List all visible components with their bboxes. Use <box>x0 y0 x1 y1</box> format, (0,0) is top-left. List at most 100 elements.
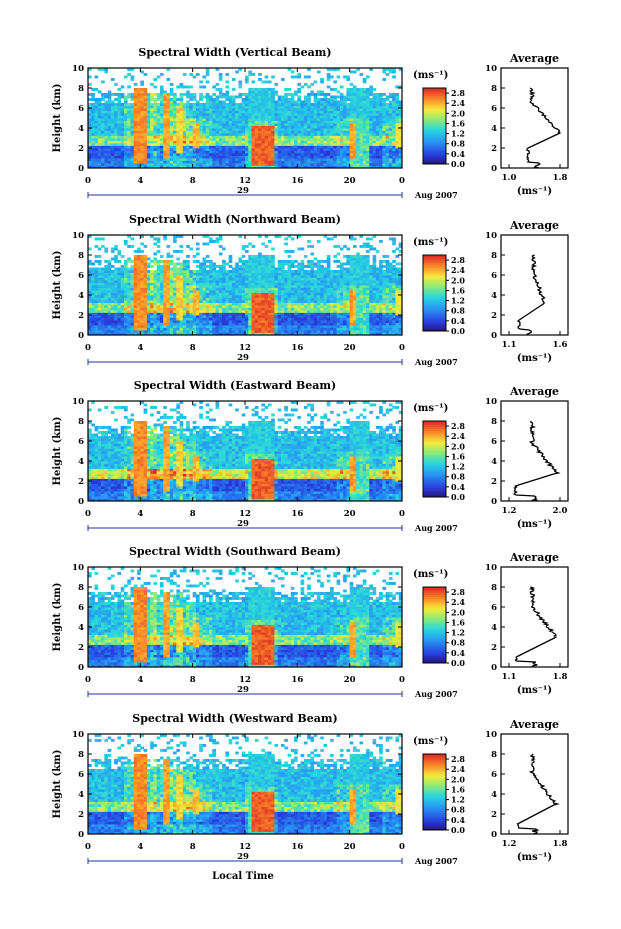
heatmap-cell <box>133 108 138 111</box>
heatmap-cell <box>356 100 360 104</box>
heatmap-cell <box>179 103 184 106</box>
heatmap-cell <box>392 158 396 161</box>
heatmap-cell <box>369 145 373 149</box>
heatmap-cell <box>330 115 334 119</box>
heatmap-cell <box>169 282 174 286</box>
heatmap-cell <box>356 130 360 134</box>
heatmap-cell <box>261 120 266 124</box>
heatmap-cell <box>267 120 272 124</box>
heatmap-cell <box>120 265 125 268</box>
heatmap-cell <box>143 255 148 258</box>
heatmap-cell <box>346 90 351 94</box>
heatmap-cell <box>287 120 292 124</box>
heatmap-cell <box>271 270 275 273</box>
heatmap-cell <box>356 118 360 121</box>
heatmap-cell <box>130 155 135 159</box>
heatmap-cell <box>287 130 292 134</box>
heatmap-cell <box>398 130 403 134</box>
heatmap-cell <box>117 140 122 144</box>
heatmap-cell <box>261 158 266 161</box>
heatmap-cell <box>156 75 161 79</box>
heatmap-cell <box>241 150 246 154</box>
heatmap-cell <box>235 133 239 136</box>
heatmap-cell <box>359 123 364 126</box>
heatmap-cell <box>209 98 213 101</box>
heatmap-cell <box>251 255 256 258</box>
heatmap-cell <box>192 255 197 258</box>
heatmap-cell <box>215 312 220 316</box>
heatmap-cell <box>107 165 112 169</box>
heatmap-cell <box>195 282 200 286</box>
heatmap-cell <box>333 118 337 121</box>
heatmap-cell <box>248 145 252 149</box>
heatmap-cell <box>346 160 351 164</box>
heatmap-cell <box>110 257 115 261</box>
colorbar-tick-label: 1.2 <box>451 129 465 139</box>
avg-y-tick-label: 6 <box>491 104 497 114</box>
heatmap-cell <box>120 255 125 258</box>
heatmap-cell <box>251 260 256 263</box>
heatmap-cell <box>166 163 171 166</box>
heatmap-cell <box>379 103 383 106</box>
heatmap-cell <box>287 140 292 144</box>
heatmap-cell <box>382 110 387 114</box>
heatmap-cell <box>218 78 223 81</box>
heatmap-cell <box>133 145 138 149</box>
heatmap-cell <box>166 272 171 276</box>
heatmap-cell <box>209 272 213 276</box>
heatmap-cell <box>222 260 226 263</box>
heatmap-cell <box>228 118 233 121</box>
heatmap-cell <box>231 325 236 328</box>
heatmap-cell <box>169 145 174 149</box>
heatmap-cell <box>231 153 236 156</box>
heatmap-cell <box>150 115 154 119</box>
heatmap-cell <box>205 100 210 104</box>
heatmap-cell <box>97 282 102 286</box>
heatmap-cell <box>398 140 403 144</box>
heatmap-cell <box>267 80 272 84</box>
heatmap-cell <box>330 110 334 114</box>
heatmap-cell <box>346 143 351 146</box>
heatmap-cell <box>166 285 171 288</box>
heatmap-cell <box>199 135 203 139</box>
heatmap-cell <box>307 133 311 136</box>
heatmap-cell <box>366 115 370 119</box>
heatmap-cell <box>94 310 99 313</box>
heatmap-cell <box>343 135 347 139</box>
heatmap-cell <box>238 257 243 261</box>
heatmap-cell <box>117 332 122 336</box>
heatmap-cell <box>143 320 148 323</box>
heatmap-cell <box>202 110 207 114</box>
heatmap-cell <box>352 153 357 156</box>
heatmap-cell <box>110 317 115 321</box>
heatmap-cell <box>212 93 216 96</box>
heatmap-cell <box>186 287 190 291</box>
heatmap-cell <box>388 95 393 99</box>
heatmap-cell <box>186 125 190 129</box>
heatmap-cell <box>91 267 95 271</box>
heatmap-cell <box>398 165 403 169</box>
heatmap-cell <box>202 330 207 333</box>
heatmap-cell <box>330 145 334 149</box>
heatmap-cell <box>398 135 403 139</box>
heatmap-cell <box>169 120 174 124</box>
heatmap-cell <box>209 155 213 159</box>
heatmap-cell <box>287 123 292 126</box>
heatmap-cell <box>133 292 138 296</box>
heatmap-cell <box>222 153 226 156</box>
heatmap-cell <box>231 295 236 298</box>
heatmap-cell <box>209 312 213 316</box>
heatmap-cell <box>300 115 305 119</box>
heatmap-cell <box>251 295 256 298</box>
heatmap-cell <box>166 252 171 256</box>
heatmap-cell <box>159 322 164 326</box>
heatmap-cell <box>94 315 99 318</box>
heatmap-cell <box>231 128 236 131</box>
heatmap-cell <box>215 83 220 86</box>
heatmap-cell <box>235 300 239 303</box>
heatmap-cell <box>110 287 115 291</box>
heatmap-cell <box>339 145 344 149</box>
heatmap-cell <box>294 128 298 131</box>
heatmap-cell <box>284 108 288 111</box>
heatmap-cell <box>101 275 105 278</box>
